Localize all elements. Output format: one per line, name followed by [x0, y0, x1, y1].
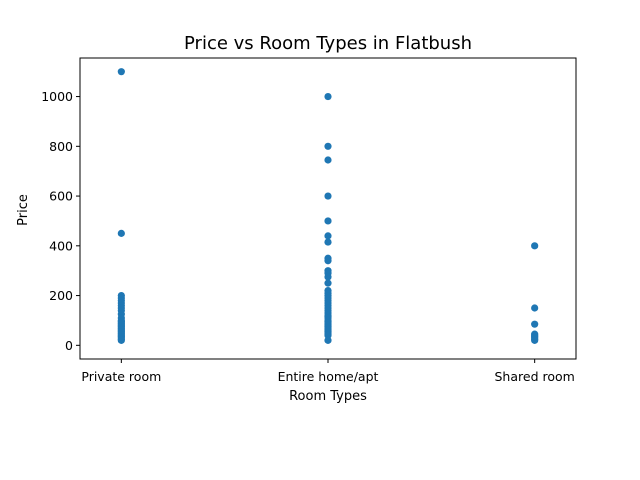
x-tick-label: Shared room	[495, 369, 575, 384]
data-point	[324, 232, 332, 240]
y-tick-label: 600	[49, 189, 73, 204]
data-point	[531, 320, 539, 328]
x-axis: Private room Entire home/apt Shared room	[81, 359, 575, 384]
data-point	[117, 229, 125, 237]
y-tick-label: 0	[65, 338, 73, 353]
data-point	[324, 331, 332, 339]
data-point	[324, 217, 332, 225]
data-point	[117, 336, 125, 344]
y-tick-label: 200	[49, 288, 73, 303]
data-point	[531, 304, 539, 312]
data-point	[324, 238, 332, 246]
data-point	[531, 242, 539, 250]
chart-title: Price vs Room Types in Flatbush	[184, 33, 472, 54]
data-point	[531, 336, 539, 344]
data-point	[324, 257, 332, 265]
data-point	[324, 273, 332, 281]
data-point	[117, 68, 125, 76]
data-points	[117, 68, 539, 344]
data-point	[324, 336, 332, 344]
data-point	[324, 156, 332, 164]
y-tick-label: 400	[49, 238, 73, 253]
y-tick-label: 1000	[41, 89, 73, 104]
data-point	[324, 192, 332, 200]
y-tick-label: 800	[49, 139, 73, 154]
y-axis-label: Price	[16, 194, 31, 226]
data-point	[324, 92, 332, 101]
x-tick-label: Private room	[81, 369, 161, 384]
x-axis-label: Room Types	[289, 389, 367, 404]
x-tick-label: Entire home/apt	[278, 369, 379, 384]
data-point	[324, 142, 332, 150]
y-axis: 0 200 400 600 800 1000	[41, 89, 80, 353]
data-point	[324, 279, 332, 287]
